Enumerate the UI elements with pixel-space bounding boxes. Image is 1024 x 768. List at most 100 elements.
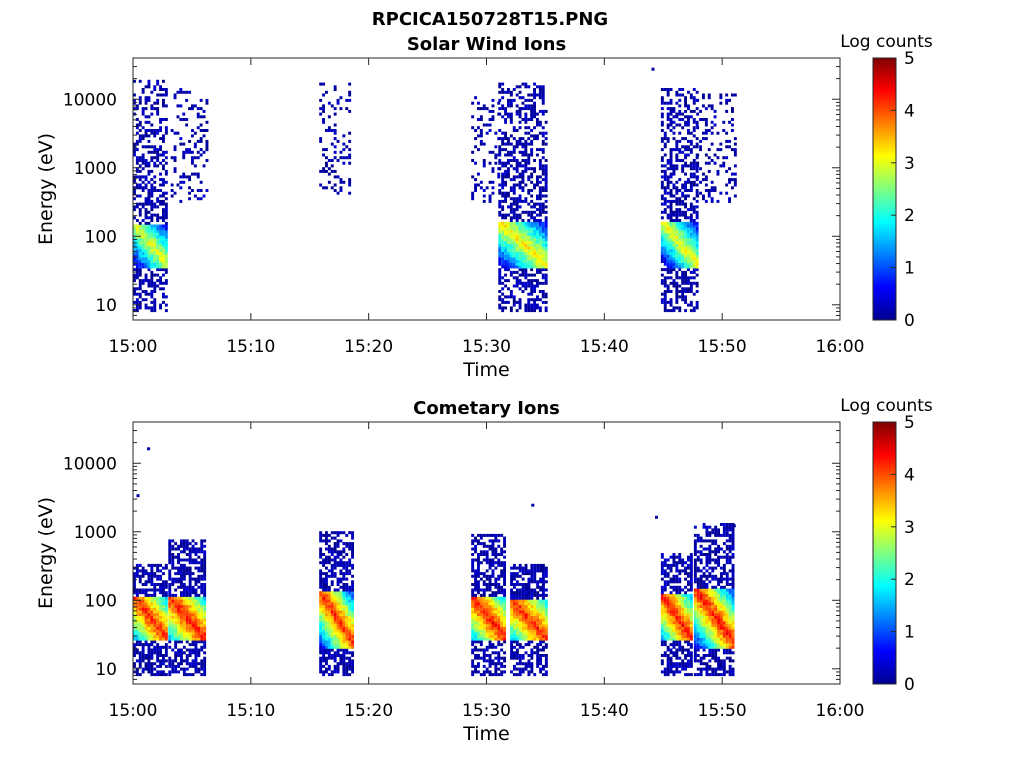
spectrogram-cell	[494, 539, 498, 543]
spectrogram-cell	[675, 260, 679, 263]
spectrogram-cell	[666, 257, 670, 261]
spectrogram-cell	[133, 79, 136, 83]
spectrogram-cell	[666, 613, 670, 616]
spectrogram-cell	[479, 542, 483, 546]
spectrogram-cell	[527, 219, 531, 222]
spectrogram-cell	[684, 243, 687, 247]
spectrogram-cell	[174, 599, 178, 603]
spectrogram-cell	[510, 651, 513, 655]
spectrogram-cell	[536, 281, 539, 285]
spectrogram-cell	[180, 539, 183, 543]
spectrogram-cell	[345, 662, 349, 666]
spectrogram-cell	[699, 145, 702, 149]
spectrogram-cell	[348, 626, 352, 630]
spectrogram-cell	[669, 199, 673, 203]
spectrogram-cell	[512, 145, 516, 149]
spectrogram-cell	[185, 148, 189, 152]
spectrogram-cell	[339, 591, 343, 595]
spectrogram-cell	[333, 123, 337, 127]
spectrogram-cell	[728, 167, 731, 171]
spectrogram-cell	[504, 109, 507, 113]
spectrogram-cell	[509, 104, 513, 108]
spectrogram-cell	[327, 544, 331, 548]
spectrogram-cell	[725, 169, 729, 173]
spectrogram-cell	[162, 208, 165, 212]
spectrogram-cell	[174, 664, 178, 668]
spectrogram-cell	[541, 262, 545, 266]
spectrogram-cell	[471, 197, 475, 201]
spectrogram-cell	[325, 624, 328, 627]
spectrogram-cell	[704, 199, 708, 203]
spectrogram-cell	[512, 298, 516, 302]
spectrogram-cell	[345, 637, 349, 641]
spectrogram-cell	[666, 107, 670, 111]
spectrogram-cell	[504, 216, 507, 220]
spectrogram-cell	[527, 591, 531, 595]
spectrogram-cell	[533, 273, 536, 277]
spectrogram-cell	[133, 93, 136, 97]
spectrogram-cell	[488, 640, 492, 644]
spectrogram-cell	[138, 254, 142, 258]
spectrogram-cell	[150, 123, 154, 127]
spectrogram-cell	[339, 550, 343, 554]
spectrogram-cell	[666, 159, 670, 162]
spectrogram-cell	[675, 243, 679, 247]
spectrogram-cell	[509, 249, 513, 252]
spectrogram-cell	[133, 107, 136, 111]
spectrogram-cell	[345, 604, 349, 608]
spectrogram-cell	[333, 634, 337, 638]
spectrogram-cell	[319, 580, 323, 584]
spectrogram-cell	[348, 618, 352, 622]
spectrogram-cell	[663, 240, 667, 244]
spectrogram-cell	[203, 574, 207, 578]
spectrogram-cell	[530, 112, 534, 116]
spectrogram-cell	[150, 572, 154, 576]
spectrogram-cell	[147, 621, 151, 625]
spectrogram-cell	[153, 306, 157, 310]
spectrogram-cell	[500, 596, 504, 600]
spectrogram-cell	[544, 300, 548, 304]
spectrogram-cell	[330, 574, 334, 578]
spectrogram-cell	[325, 640, 328, 644]
spectrogram-cell	[339, 604, 343, 608]
spectrogram-cell	[515, 580, 519, 584]
spectrogram-cell	[176, 115, 180, 119]
spectrogram-cell	[503, 615, 506, 619]
spectrogram-cell	[530, 229, 534, 233]
spectrogram-cell	[322, 621, 325, 625]
spectrogram-cell	[474, 618, 477, 622]
spectrogram-cell	[515, 104, 519, 108]
spectrogram-cell	[164, 268, 168, 272]
spectrogram-cell	[159, 262, 162, 266]
spectrogram-cell	[351, 602, 354, 606]
spectrogram-cell	[327, 115, 331, 119]
spectrogram-cell	[330, 610, 334, 614]
spectrogram-cell	[536, 232, 539, 236]
spectrogram-cell	[533, 262, 536, 266]
spectrogram-cell	[527, 599, 531, 603]
spectrogram-cell	[348, 572, 352, 576]
spectrogram-cell	[538, 221, 542, 225]
spectrogram-cell	[348, 662, 352, 666]
spectrogram-cell	[675, 284, 679, 288]
spectrogram-cell	[336, 618, 340, 622]
spectrogram-cell	[325, 566, 328, 570]
spectrogram-cell	[527, 572, 531, 576]
spectrogram-cell	[147, 596, 151, 600]
spectrogram-cell	[150, 566, 154, 570]
spectrogram-cell	[185, 637, 189, 641]
spectrogram-cell	[138, 599, 142, 603]
spectrogram-cell	[141, 637, 145, 641]
spectrogram-cell	[663, 243, 667, 247]
spectrogram-cell	[541, 290, 545, 293]
spectrogram-cell	[345, 626, 349, 630]
spectrogram-cell	[153, 290, 157, 293]
spectrogram-cell	[485, 607, 489, 611]
spectrogram-cell	[500, 585, 504, 589]
spectrogram-cell	[180, 607, 183, 611]
spectrogram-cell	[521, 596, 525, 600]
spectrogram-cell	[512, 265, 516, 269]
spectrogram-cell	[191, 664, 195, 668]
spectrogram-cell	[485, 550, 489, 554]
